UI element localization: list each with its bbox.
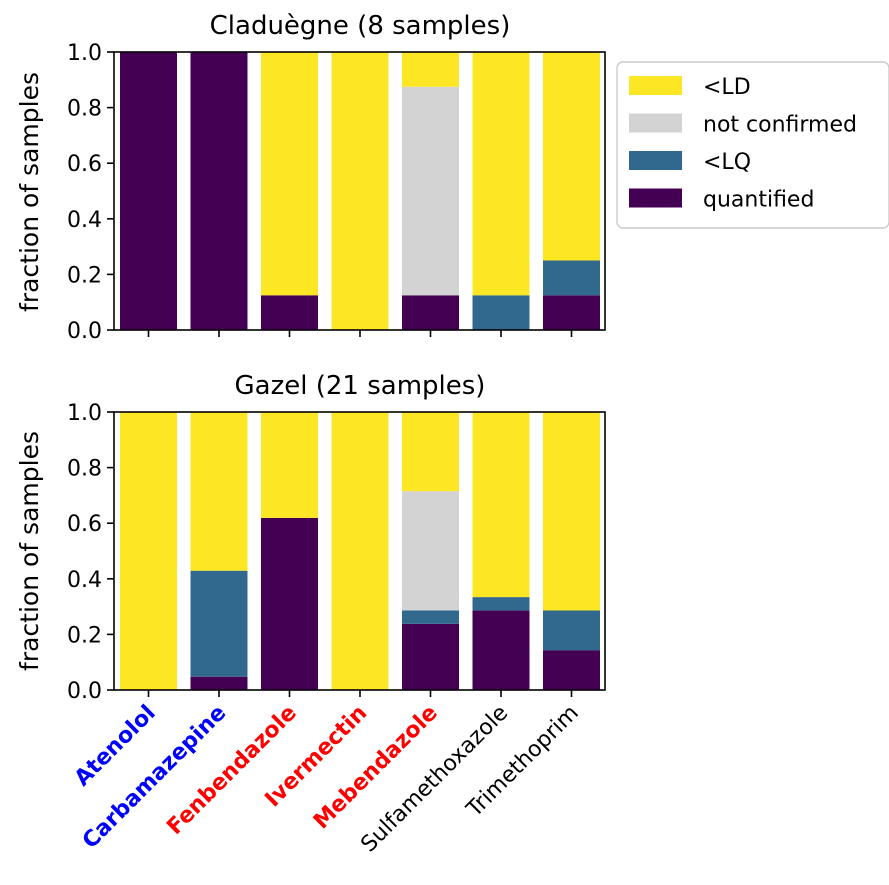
claduegne-axes-frame — [113, 51, 606, 331]
gazel-panel: Gazel (21 samples) fraction of samples 0… — [15, 371, 606, 704]
legend-frame — [616, 61, 889, 229]
claduegne-panel: Claduègne (8 samples) fraction of sample… — [15, 11, 606, 344]
legend-label: not confirmed — [703, 113, 857, 138]
gazel-title: Gazel (21 samples) — [235, 371, 486, 401]
claduegne-bar-mebendazole-ld — [402, 52, 459, 87]
claduegne-bars — [120, 52, 600, 331]
claduegne-bar-carbamazepine-quantified — [190, 52, 248, 330]
claduegne-bar-sulfamethoxazole-lq — [472, 295, 530, 331]
gazel-y-tick-label: 1.0 — [67, 401, 102, 426]
gazel-bar-sulfamethoxazole-quantified — [472, 610, 530, 690]
claduegne-y-tick-label: 0.8 — [67, 97, 102, 122]
gazel-bar-fenbendazole-quantified — [261, 517, 318, 690]
claduegne-bar-ivermectin-ld — [331, 52, 389, 330]
gazel-bar-sulfamethoxazole-ld — [472, 412, 530, 598]
claduegne-y-tick-label: 0.2 — [67, 263, 102, 288]
legend-label: <LQ — [703, 150, 751, 175]
gazel-y-tick-label: 0.0 — [67, 679, 102, 704]
claduegne-bar-fenbendazole-ld — [261, 52, 318, 296]
claduegne-bar-mebendazole-notconfirmed — [402, 86, 459, 296]
gazel-y-tick-label: 0.2 — [67, 623, 102, 648]
claduegne-y-tick-label: 0.6 — [67, 152, 102, 177]
gazel-y-tick-label: 0.4 — [67, 568, 102, 593]
gazel-bar-sulfamethoxazole-lq — [472, 597, 530, 611]
claduegne-y-tick-label: 1.0 — [67, 41, 102, 66]
gazel-x-ticks — [147, 690, 573, 697]
claduegne-y-axis-label: fraction of samples — [15, 72, 44, 312]
claduegne-bar-trimethoprim-ld — [543, 52, 600, 261]
legend-label: <LD — [703, 75, 751, 100]
gazel-bar-trimethoprim-ld — [543, 412, 600, 611]
claduegne-bar-trimethoprim-lq — [543, 260, 600, 296]
claduegne-x-ticks — [147, 330, 573, 337]
claduegne-bar-mebendazole-quantified — [402, 295, 459, 331]
claduegne-bar-trimethoprim-quantified — [543, 295, 600, 331]
gazel-bar-trimethoprim-quantified — [543, 650, 600, 690]
gazel-bar-mebendazole-lq — [402, 610, 459, 624]
claduegne-bar-sulfamethoxazole-ld — [472, 52, 530, 296]
gazel-y-tick-label: 0.6 — [67, 512, 102, 537]
gazel-y-axis-label: fraction of samples — [15, 431, 44, 671]
claduegne-y-tick-label: 0.0 — [67, 319, 102, 344]
claduegne-y-tick-label: 0.4 — [67, 208, 102, 233]
legend-label: quantified — [703, 188, 814, 213]
claduegne-bar-fenbendazole-quantified — [261, 295, 318, 331]
gazel-bars — [120, 412, 600, 690]
legend-swatch — [629, 76, 682, 95]
gazel-axes-frame — [113, 411, 606, 691]
legend-swatch — [629, 151, 682, 170]
gazel-bar-fenbendazole-ld — [261, 412, 318, 518]
legend-swatch — [629, 113, 682, 133]
claduegne-title: Claduègne (8 samples) — [210, 11, 511, 41]
gazel-bar-atenolol-ld — [120, 412, 177, 690]
gazel-bar-trimethoprim-lq — [543, 610, 600, 651]
gazel-y-tick-label: 0.8 — [67, 457, 102, 482]
gazel-bar-carbamazepine-lq — [190, 570, 248, 677]
gazel-y-ticks: 0.0 0.2 0.4 0.6 0.8 1.0 — [67, 401, 114, 704]
gazel-bar-mebendazole-ld — [402, 412, 459, 492]
legend: <LD not confirmed <LQ quantified — [616, 61, 889, 229]
gazel-bar-mebendazole-notconfirmed — [402, 491, 459, 611]
gazel-bar-carbamazepine-ld — [190, 412, 248, 571]
claduegne-bar-atenolol-quantified — [120, 52, 177, 330]
claduegne-y-ticks: 0.0 0.2 0.4 0.6 0.8 1.0 — [67, 41, 114, 344]
gazel-bar-carbamazepine-quantified — [190, 676, 248, 690]
gazel-bar-ivermectin-ld — [331, 412, 389, 690]
gazel-bar-mebendazole-quantified — [402, 623, 459, 690]
legend-swatch — [629, 188, 682, 208]
